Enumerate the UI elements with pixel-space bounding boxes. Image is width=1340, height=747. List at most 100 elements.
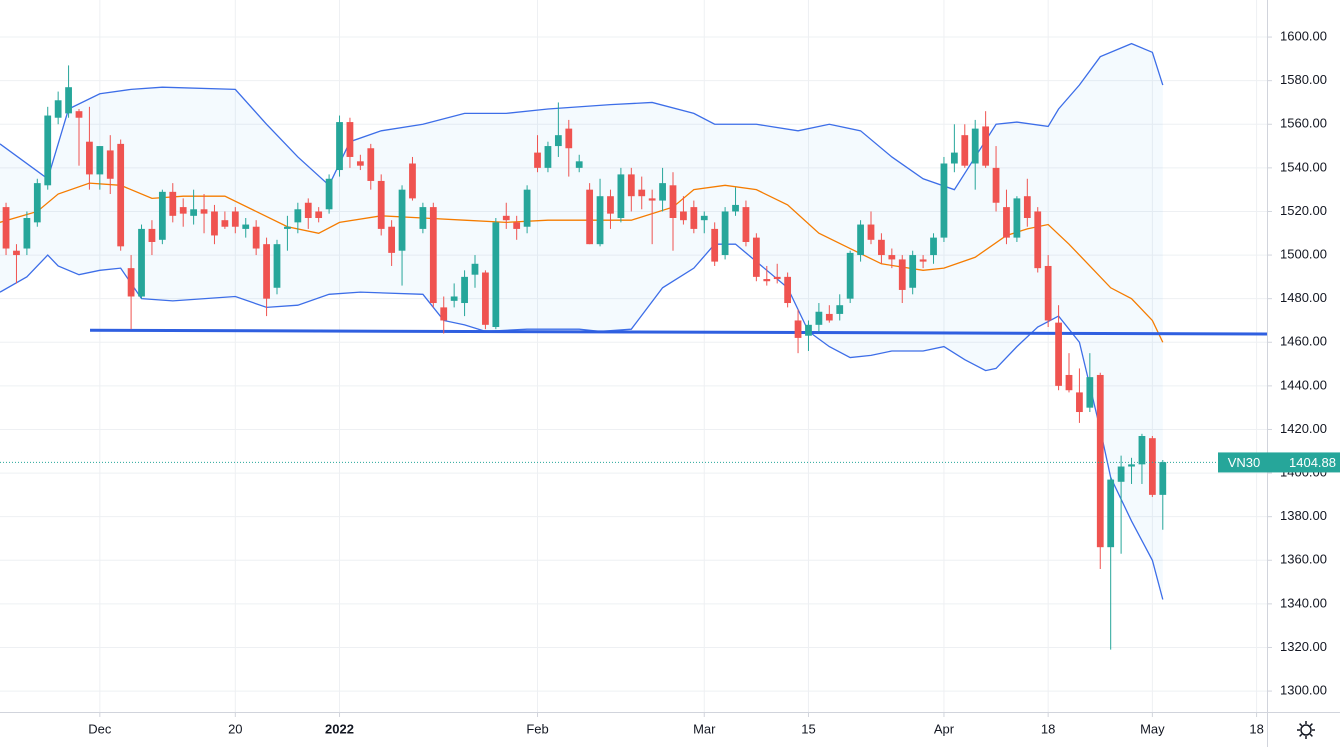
candle-body — [950, 152, 958, 164]
price-label: 1404.88 — [1289, 455, 1336, 470]
candle-body — [867, 224, 875, 240]
candle-body — [825, 313, 833, 321]
y-tick-label: 1600.00 — [1280, 28, 1327, 43]
candle-body — [294, 209, 302, 223]
y-tick-label: 1320.00 — [1280, 639, 1327, 654]
candle-body — [690, 207, 698, 229]
settings-icon[interactable] — [1297, 721, 1315, 739]
candle-body — [315, 211, 323, 219]
candle-body — [158, 191, 166, 240]
candle-body — [534, 152, 541, 168]
candle-body — [242, 224, 250, 229]
candle-body — [878, 239, 885, 256]
candle-body — [1065, 374, 1073, 391]
candle-body — [200, 209, 208, 214]
candle-body — [54, 100, 62, 118]
candle-body — [648, 198, 656, 201]
candle-body — [617, 174, 625, 219]
x-tick-label: Dec — [88, 721, 112, 736]
candle-body — [565, 128, 573, 149]
candle-body — [742, 207, 750, 242]
candle-body — [732, 204, 739, 212]
candle-body — [75, 111, 83, 118]
candle-body — [846, 252, 854, 299]
candle-body — [440, 307, 448, 321]
x-tick-label: 18 — [1041, 721, 1055, 736]
candle-body — [169, 191, 177, 216]
candle-body — [471, 263, 479, 275]
candle-body — [721, 211, 729, 256]
symbol-label: VN30 — [1228, 455, 1261, 470]
candle-body — [919, 259, 927, 262]
candle-body — [711, 228, 719, 262]
candle-body — [367, 148, 375, 181]
candle-body — [221, 220, 229, 227]
candle-body — [336, 122, 343, 171]
candle-body — [304, 202, 312, 219]
candle-body — [1117, 466, 1125, 482]
x-tick-label: 18 — [1249, 721, 1263, 736]
candle-body — [138, 228, 145, 297]
y-tick-label: 1340.00 — [1280, 595, 1327, 610]
candle-body — [190, 209, 198, 216]
candle-body — [211, 211, 218, 236]
candle-body — [940, 163, 948, 238]
candle-body — [23, 218, 31, 249]
candle-body — [1034, 211, 1042, 269]
y-tick-label: 1480.00 — [1280, 290, 1327, 305]
candle-body — [231, 211, 239, 227]
candle-body — [429, 207, 437, 304]
candle-body — [117, 143, 125, 247]
price-tag — [1270, 452, 1340, 473]
candle-body — [44, 115, 52, 186]
candle-body — [409, 163, 416, 199]
candle-body — [356, 161, 364, 166]
candle-body — [252, 226, 260, 249]
candle-body — [627, 174, 635, 197]
settings-gear[interactable] — [1300, 724, 1312, 736]
candle-body — [596, 196, 604, 245]
candle-body — [502, 215, 510, 221]
y-tick-label: 1520.00 — [1280, 203, 1327, 218]
candle-body — [1003, 207, 1010, 238]
x-tick-label: 2022 — [325, 721, 354, 736]
grid — [0, 0, 1267, 712]
y-tick-label: 1580.00 — [1280, 72, 1327, 87]
candle-body — [273, 244, 281, 288]
candle-body — [700, 215, 708, 221]
candle-body — [513, 222, 521, 229]
candle-body — [575, 161, 583, 168]
candle-body — [763, 279, 771, 282]
symbol-tag — [1218, 452, 1270, 473]
candle-body — [461, 276, 468, 304]
candle-body — [607, 196, 614, 214]
x-tick-label: May — [1140, 721, 1165, 736]
candle-body — [106, 150, 114, 179]
x-tick-label: Apr — [934, 721, 955, 736]
candle-body — [930, 237, 937, 256]
candle-body — [1086, 377, 1094, 408]
candle-body — [752, 237, 760, 277]
candle-body — [1076, 392, 1083, 413]
candle-body — [982, 126, 990, 166]
candle-body — [492, 222, 500, 328]
candle-body — [65, 87, 72, 114]
candle-body — [805, 324, 812, 336]
candle-body — [1107, 479, 1115, 548]
candle-body — [1023, 196, 1031, 219]
candle-body — [794, 320, 802, 338]
candle-body — [388, 226, 396, 253]
band-fill — [0, 43, 1163, 600]
candle-body — [127, 268, 135, 297]
candle-body — [96, 146, 104, 175]
candle-body — [148, 228, 156, 242]
indicator-line — [0, 243, 1164, 600]
candle-body — [263, 244, 270, 299]
settings-teeth[interactable] — [1297, 721, 1315, 739]
candle-body — [971, 128, 979, 164]
candle-body — [1148, 438, 1156, 495]
y-tick-label: 1420.00 — [1280, 421, 1327, 436]
candle-body — [1159, 462, 1167, 495]
